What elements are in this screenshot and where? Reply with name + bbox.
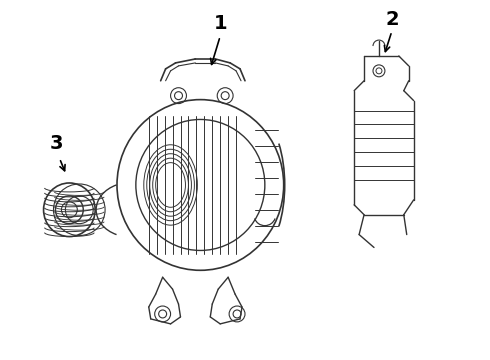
Text: 1: 1	[213, 14, 227, 33]
Text: 2: 2	[385, 10, 399, 29]
Text: 3: 3	[49, 134, 63, 153]
